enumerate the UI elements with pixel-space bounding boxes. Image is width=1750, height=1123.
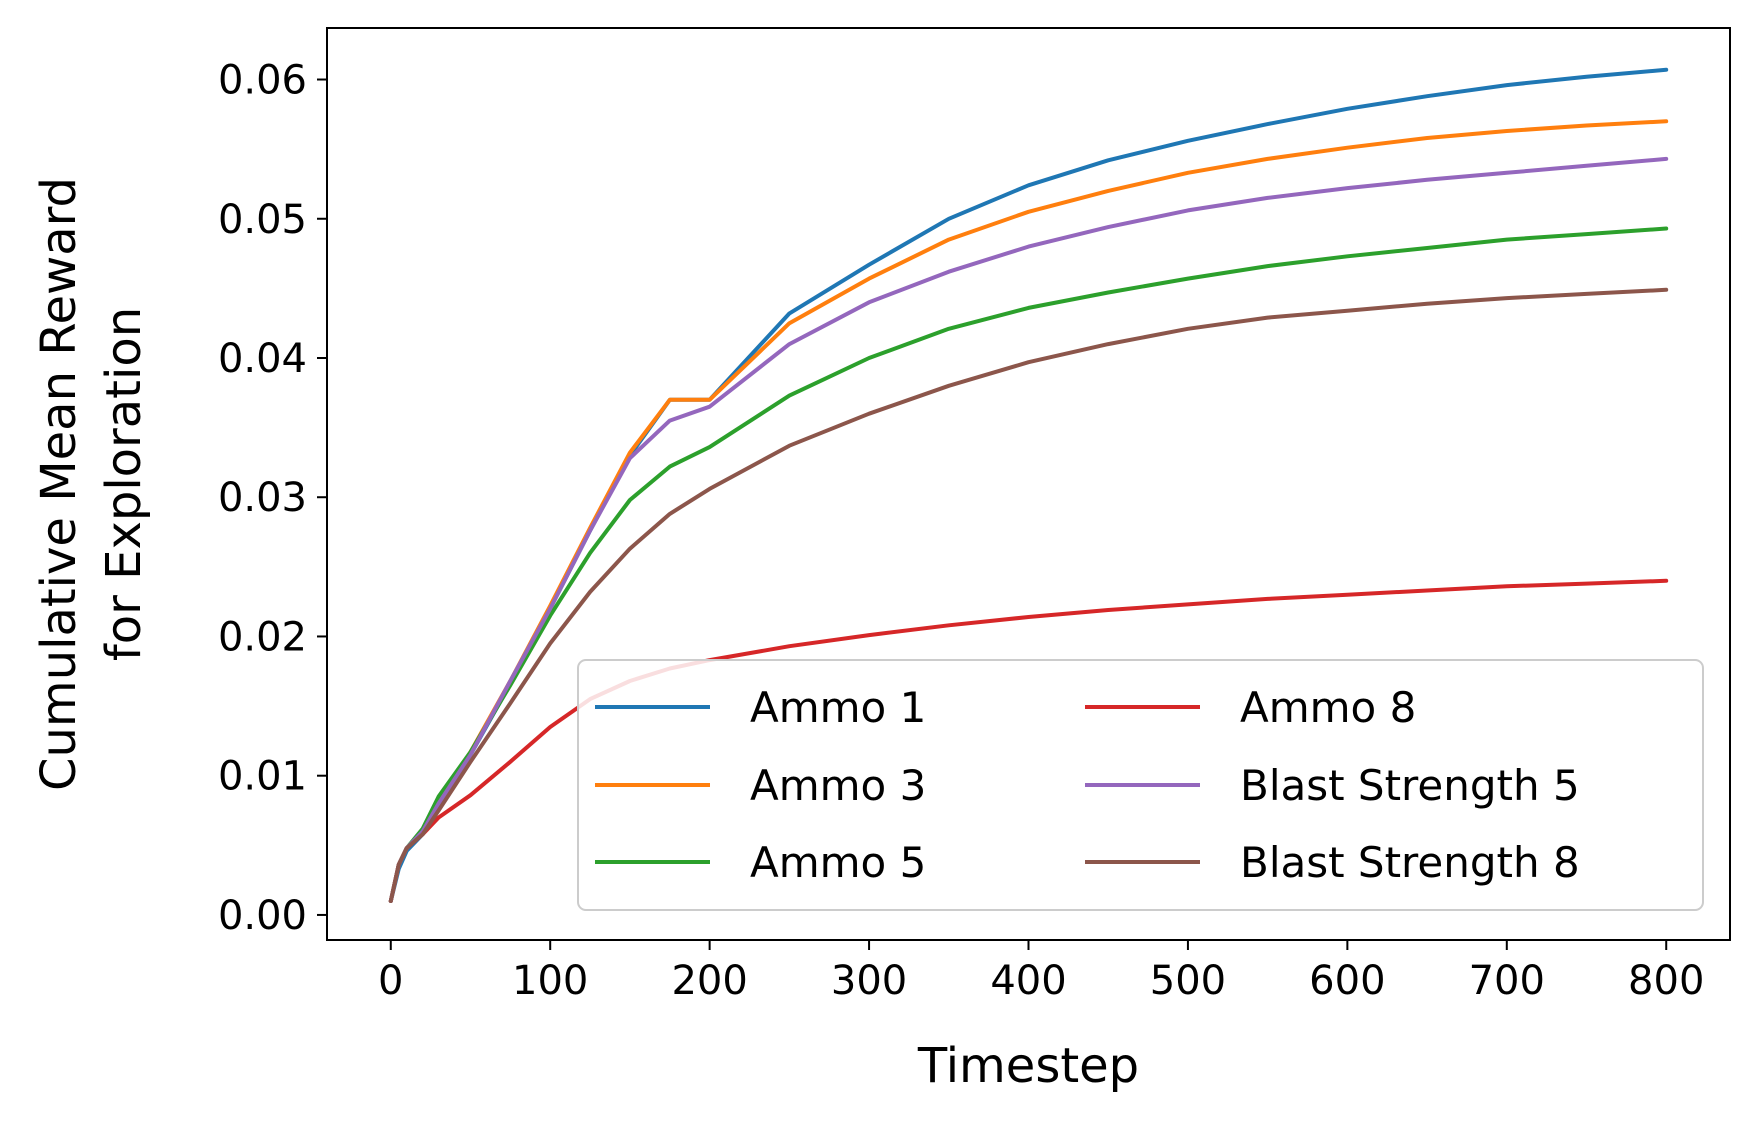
x-tick-label-3: 300 <box>831 958 907 1004</box>
series-line-4 <box>388 156 1669 903</box>
y-tick-label-3: 0.03 <box>218 475 307 521</box>
x-tick-label-8: 800 <box>1628 958 1704 1004</box>
legend-label-4: Blast Strength 5 <box>1240 761 1580 810</box>
x-axis: 0 100 200 300 400 500 600 700 800 <box>378 940 1704 1004</box>
y-tick-label-1: 0.01 <box>218 754 307 800</box>
y-axis-label-line-1: Cumulative Mean Reward <box>31 177 87 791</box>
series-line-5 <box>388 287 1669 903</box>
x-tick-label-5: 500 <box>1150 958 1226 1004</box>
legend-label-2: Ammo 5 <box>750 838 926 887</box>
x-tick-label-0: 0 <box>378 958 403 1004</box>
legend-label-5: Blast Strength 8 <box>1240 838 1580 887</box>
x-tick-label-2: 200 <box>671 958 747 1004</box>
y-tick-label-5: 0.05 <box>218 197 307 243</box>
legend-label-3: Ammo 8 <box>1240 683 1416 732</box>
x-tick-label-6: 600 <box>1309 958 1385 1004</box>
series-layer <box>388 67 1669 903</box>
y-axis-label-line-2: for Exploration <box>96 307 152 661</box>
x-tick-label-7: 700 <box>1469 958 1545 1004</box>
legend: Ammo 1 Ammo 3 Ammo 5 Ammo 8 Blast Strength 5… <box>577 659 1704 911</box>
y-axis: 0.00 0.01 0.02 0.03 0.04 0.05 0.06 <box>218 58 327 939</box>
x-tick-label-4: 400 <box>990 958 1066 1004</box>
series-line-3 <box>388 578 1669 903</box>
y-tick-label-6: 0.06 <box>218 58 307 104</box>
x-tick-label-1: 100 <box>512 958 588 1004</box>
y-tick-label-0: 0.00 <box>218 893 307 939</box>
x-axis-label: Timestep <box>917 1038 1139 1094</box>
series-line-2 <box>388 226 1669 903</box>
legend-label-1: Ammo 3 <box>750 761 926 810</box>
legend-label-0: Ammo 1 <box>750 683 926 732</box>
y-tick-label-2: 0.02 <box>218 614 307 660</box>
y-tick-label-4: 0.04 <box>218 336 307 382</box>
